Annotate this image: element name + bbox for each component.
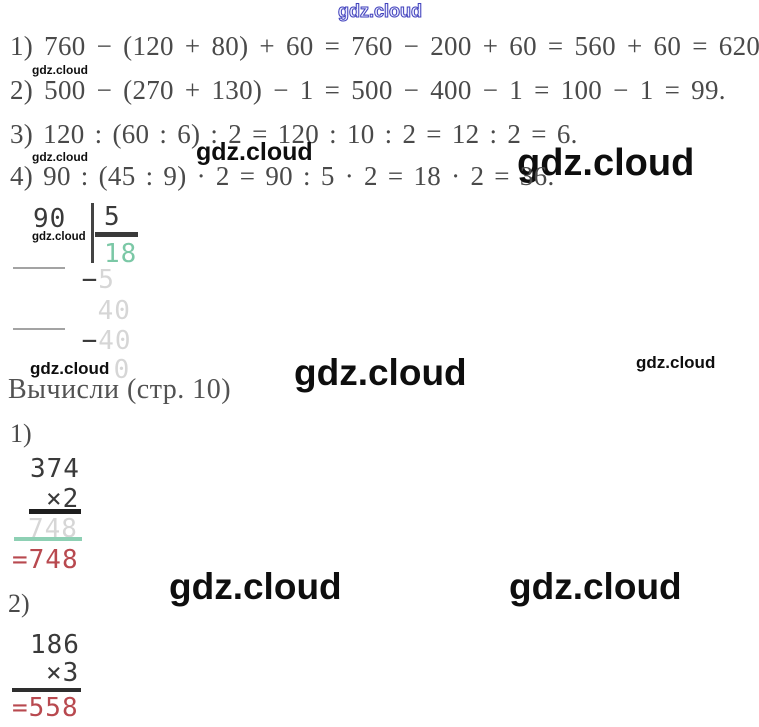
watermark-center-large: gdz.cloud bbox=[294, 352, 467, 393]
division-step-value: 40 bbox=[98, 326, 132, 356]
multiplication-rule bbox=[12, 688, 81, 692]
watermark-line4-large: gdz.cloud bbox=[517, 142, 695, 184]
equation-line-3: 3) 120 : (60 : 6) : 2 = 120 : 10 : 2 = 1… bbox=[10, 119, 578, 149]
watermark-line4-medium: gdz.cloud bbox=[196, 138, 313, 166]
multiplicand: 186 bbox=[30, 630, 80, 660]
watermark-bottom-right: gdz.cloud bbox=[509, 566, 682, 607]
multiplication-1-label: 1) bbox=[10, 419, 32, 448]
division-quotient-rule bbox=[95, 232, 138, 237]
division-dividend: 90 bbox=[33, 204, 67, 234]
division-step-row: 40 bbox=[31, 272, 131, 350]
watermark-above-line4: gdz.cloud bbox=[32, 150, 88, 164]
watermark-right-small: gdz.cloud bbox=[636, 353, 716, 372]
division-quotient: 18 bbox=[104, 239, 138, 269]
division-step-row: −5 bbox=[15, 241, 115, 319]
division-remainder: 0 bbox=[47, 331, 130, 409]
multiplication-result: =748 bbox=[12, 545, 79, 575]
multiplier: ×3 bbox=[46, 658, 80, 688]
equation-line-4: 4) 90 : (45 : 9) · 2 = 90 : 5 · 2 = 18 ·… bbox=[10, 161, 555, 191]
division-step-value: 5 bbox=[98, 265, 115, 295]
multiplier: ×2 bbox=[46, 484, 80, 514]
division-step-row: −40 bbox=[15, 302, 132, 380]
watermark-in-division: gdz.cloud bbox=[32, 231, 86, 243]
division-step-minus: − bbox=[81, 265, 99, 295]
multiplication-2-label: 2) bbox=[8, 589, 30, 618]
division-step-rule bbox=[13, 267, 65, 269]
section-heading: Вычисли (стр. 10) bbox=[8, 374, 232, 405]
watermark-above-line2: gdz.cloud bbox=[32, 63, 88, 77]
multiplicand: 374 bbox=[30, 454, 80, 484]
division-divisor: 5 bbox=[104, 202, 121, 232]
watermark-bottom-left: gdz.cloud bbox=[169, 566, 342, 607]
multiplication-rule bbox=[29, 509, 81, 514]
watermark-below-division: gdz.cloud bbox=[30, 359, 110, 378]
equation-line-1: 1) 760 − (120 + 80) + 60 = 760 − 200 + 6… bbox=[10, 31, 759, 61]
division-vertical-rule bbox=[91, 203, 94, 263]
division-step-value: 40 bbox=[97, 296, 131, 326]
division-step-rule bbox=[13, 328, 65, 330]
division-step-minus: − bbox=[81, 326, 99, 356]
equation-line-2: 2) 500 − (270 + 130) − 1 = 500 − 400 − 1… bbox=[10, 75, 726, 105]
division-step-value: 0 bbox=[113, 355, 131, 385]
multiplication-result: =558 bbox=[12, 693, 79, 723]
teal-rule bbox=[14, 537, 82, 541]
watermark-top: gdz.cloud bbox=[338, 1, 423, 22]
